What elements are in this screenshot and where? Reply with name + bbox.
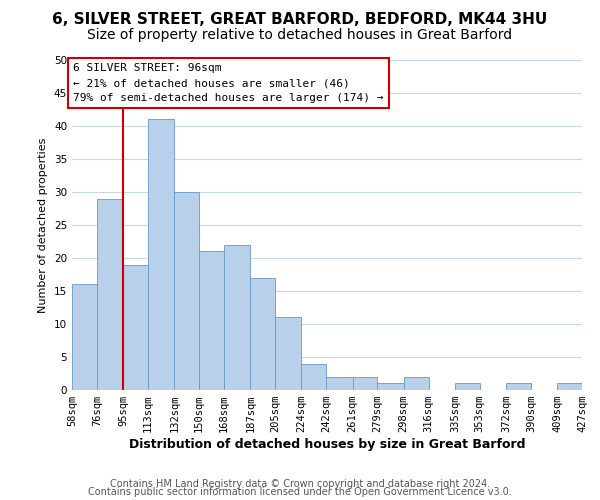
Bar — [97, 198, 123, 390]
Bar — [377, 384, 404, 390]
Bar — [123, 264, 148, 390]
Text: Contains public sector information licensed under the Open Government Licence v3: Contains public sector information licen… — [88, 487, 512, 497]
Bar — [301, 364, 326, 390]
Bar — [199, 252, 224, 390]
Bar — [148, 120, 174, 390]
Text: 6 SILVER STREET: 96sqm
← 21% of detached houses are smaller (46)
79% of semi-det: 6 SILVER STREET: 96sqm ← 21% of detached… — [73, 64, 384, 103]
Text: Contains HM Land Registry data © Crown copyright and database right 2024.: Contains HM Land Registry data © Crown c… — [110, 479, 490, 489]
Bar — [250, 278, 275, 390]
Y-axis label: Number of detached properties: Number of detached properties — [38, 138, 49, 312]
Bar — [506, 384, 531, 390]
Bar — [455, 384, 480, 390]
Bar — [557, 384, 582, 390]
Bar — [72, 284, 97, 390]
Text: Size of property relative to detached houses in Great Barford: Size of property relative to detached ho… — [88, 28, 512, 42]
Bar — [353, 377, 377, 390]
Bar — [404, 377, 428, 390]
Bar — [174, 192, 199, 390]
X-axis label: Distribution of detached houses by size in Great Barford: Distribution of detached houses by size … — [129, 438, 525, 451]
Bar — [275, 318, 301, 390]
Text: 6, SILVER STREET, GREAT BARFORD, BEDFORD, MK44 3HU: 6, SILVER STREET, GREAT BARFORD, BEDFORD… — [52, 12, 548, 28]
Bar — [224, 245, 250, 390]
Bar — [326, 377, 353, 390]
